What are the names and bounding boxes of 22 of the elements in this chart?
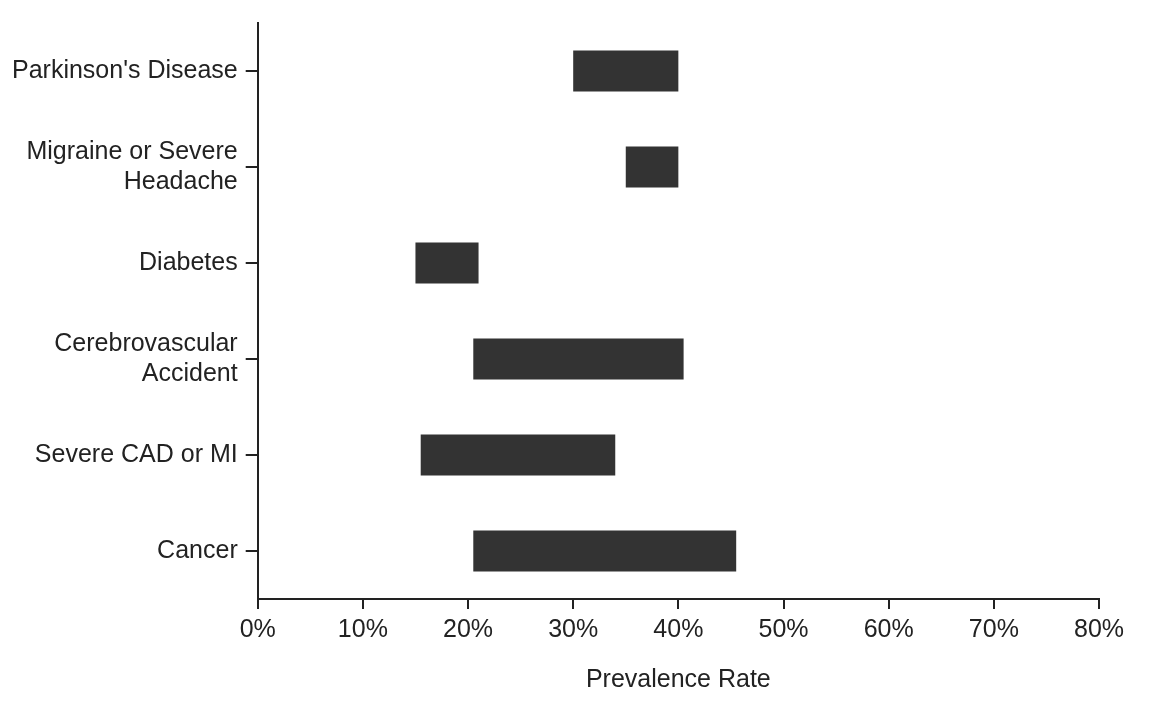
x-tick-label: 20% [443,613,494,642]
x-tick-label: 60% [863,613,914,642]
bar [573,50,679,92]
x-tick-label: 70% [968,613,1019,642]
x-axis-title: Prevalence Rate [585,663,771,692]
y-tick-label: Parkinson's Disease [11,54,238,83]
x-tick-label: 0% [239,613,276,642]
y-tick-label: Severe CAD or MI [34,438,238,467]
x-tick-label: 80% [1073,613,1125,642]
y-tick-label: Migraine or Severe Headache [26,135,238,194]
y-tick-label: Cancer [157,534,238,563]
bar [415,242,479,284]
x-tick-label: 10% [337,613,388,642]
y-tick-label: Cerebrovascular Accident [54,327,238,386]
x-tick-label: 30% [548,613,599,642]
bar [625,146,679,188]
bar [473,530,737,572]
y-tick-label: Diabetes [139,246,238,275]
x-tick-label: 50% [758,613,809,642]
x-tick-label: 40% [653,613,704,642]
bar [420,434,616,476]
bar [473,338,684,380]
